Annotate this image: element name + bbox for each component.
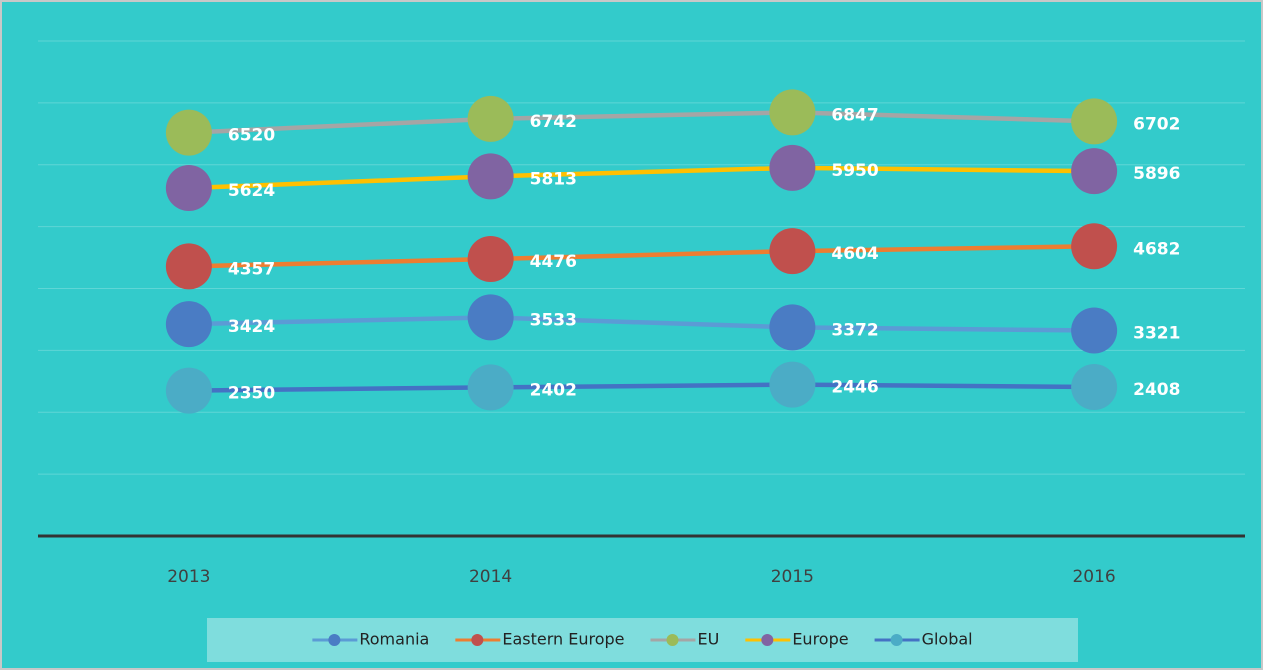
data-label: 4357 bbox=[228, 259, 275, 279]
x-tick-label: 2013 bbox=[167, 567, 210, 587]
data-label: 2408 bbox=[1133, 380, 1180, 400]
legend-item: Romania bbox=[312, 630, 429, 649]
data-point bbox=[1071, 148, 1118, 195]
data-point bbox=[769, 304, 816, 351]
data-point bbox=[467, 294, 514, 341]
data-label: 4476 bbox=[530, 252, 577, 272]
legend-label: Europe bbox=[792, 630, 848, 649]
data-label: 3372 bbox=[831, 320, 878, 340]
legend-label: Global bbox=[922, 630, 973, 649]
data-label: 6520 bbox=[228, 126, 275, 146]
legend-label: Romania bbox=[359, 630, 429, 649]
x-tick-label: 2014 bbox=[469, 567, 512, 587]
series-line bbox=[188, 244, 1095, 269]
legend-label: EU bbox=[697, 630, 719, 649]
series-line bbox=[188, 315, 1095, 333]
data-label: 2402 bbox=[530, 380, 577, 400]
data-label: 2350 bbox=[228, 384, 275, 404]
data-point bbox=[1071, 223, 1118, 270]
data-label: 5813 bbox=[530, 169, 577, 189]
data-point bbox=[769, 228, 816, 275]
data-point bbox=[165, 109, 212, 156]
data-label: 2446 bbox=[831, 378, 878, 398]
data-label: 4604 bbox=[831, 244, 878, 264]
data-label: 6702 bbox=[1133, 114, 1180, 134]
data-label: 3321 bbox=[1133, 324, 1180, 344]
data-point bbox=[467, 236, 514, 283]
data-point bbox=[769, 144, 816, 191]
series-line bbox=[188, 382, 1095, 393]
legend-marker bbox=[890, 634, 903, 646]
legend-item: Europe bbox=[745, 630, 849, 649]
data-point bbox=[467, 95, 514, 142]
data-point bbox=[467, 153, 514, 200]
legend-label: Eastern Europe bbox=[502, 630, 624, 649]
legend-marker bbox=[761, 634, 774, 646]
data-label: 5896 bbox=[1133, 164, 1180, 184]
series-line bbox=[188, 110, 1095, 135]
legend-marker bbox=[471, 634, 484, 646]
data-point bbox=[1071, 364, 1118, 411]
legend-marker bbox=[666, 634, 679, 646]
data-label: 3533 bbox=[530, 310, 577, 330]
data-point bbox=[165, 301, 212, 348]
x-tick-label: 2015 bbox=[771, 567, 814, 587]
data-point bbox=[769, 89, 816, 136]
data-label: 3424 bbox=[228, 317, 275, 337]
data-point bbox=[165, 165, 212, 212]
legend-item: Eastern Europe bbox=[455, 630, 624, 649]
legend-marker bbox=[328, 634, 341, 646]
data-label: 4682 bbox=[1133, 239, 1180, 259]
data-point bbox=[1071, 98, 1118, 145]
x-tick-label: 2016 bbox=[1072, 567, 1115, 587]
legend-item: Global bbox=[874, 630, 973, 649]
data-label: 6742 bbox=[530, 112, 577, 132]
data-label: 5624 bbox=[228, 181, 275, 201]
data-point bbox=[467, 364, 514, 411]
data-label: 5950 bbox=[831, 161, 878, 181]
data-point bbox=[165, 243, 212, 290]
data-label: 6847 bbox=[831, 105, 878, 125]
legend: Romania Eastern Europe EU Europe Global bbox=[207, 618, 1078, 662]
data-point bbox=[1071, 307, 1118, 354]
legend-item: EU bbox=[650, 630, 719, 649]
data-point bbox=[769, 361, 816, 408]
series-line bbox=[188, 165, 1095, 191]
data-point bbox=[165, 367, 212, 414]
